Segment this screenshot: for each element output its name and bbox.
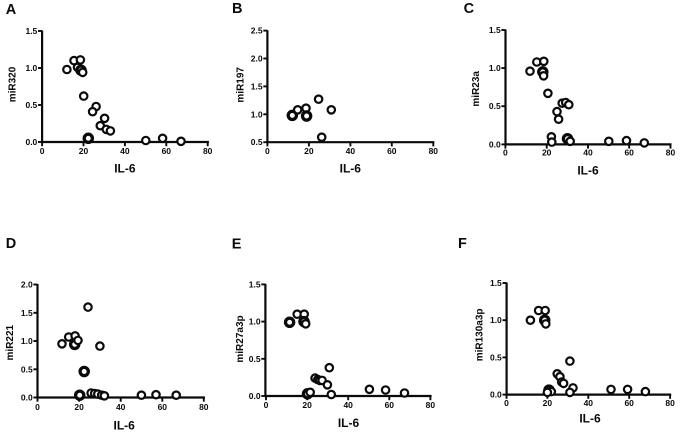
svg-text:miR23a: miR23a xyxy=(471,71,482,107)
svg-text:0: 0 xyxy=(35,402,40,412)
svg-text:2.5: 2.5 xyxy=(251,26,263,36)
svg-text:40: 40 xyxy=(116,402,126,412)
svg-text:0.0: 0.0 xyxy=(25,137,37,147)
svg-text:20: 20 xyxy=(304,146,314,156)
svg-text:1.5: 1.5 xyxy=(249,279,261,289)
svg-text:0: 0 xyxy=(40,146,45,156)
svg-text:2.0: 2.0 xyxy=(251,54,263,64)
svg-text:40: 40 xyxy=(583,148,593,158)
svg-text:1.5: 1.5 xyxy=(21,308,33,318)
svg-text:1.5: 1.5 xyxy=(489,25,501,35)
svg-text:0.5: 0.5 xyxy=(251,137,263,147)
svg-text:60: 60 xyxy=(624,148,634,158)
svg-text:0.5: 0.5 xyxy=(25,100,37,110)
svg-text:2.0: 2.0 xyxy=(21,280,33,290)
svg-text:20: 20 xyxy=(74,402,84,412)
svg-text:miR197: miR197 xyxy=(236,67,247,103)
svg-text:80: 80 xyxy=(203,146,213,156)
svg-text:0: 0 xyxy=(265,146,270,156)
svg-text:0.5: 0.5 xyxy=(249,354,261,364)
svg-text:80: 80 xyxy=(429,146,439,156)
svg-text:40: 40 xyxy=(346,146,356,156)
svg-text:40: 40 xyxy=(120,146,130,156)
svg-text:C: C xyxy=(464,1,475,17)
svg-text:B: B xyxy=(232,1,242,17)
svg-text:0: 0 xyxy=(504,398,509,408)
svg-text:0.0: 0.0 xyxy=(489,139,501,149)
svg-text:0.0: 0.0 xyxy=(21,393,33,403)
svg-text:0: 0 xyxy=(503,148,508,158)
svg-text:60: 60 xyxy=(387,146,397,156)
svg-text:1.0: 1.0 xyxy=(25,63,37,73)
svg-text:IL-6: IL-6 xyxy=(338,416,360,430)
svg-text:0.5: 0.5 xyxy=(489,101,501,111)
svg-text:miR130a3p: miR130a3p xyxy=(474,308,485,361)
svg-text:miR320: miR320 xyxy=(7,66,18,102)
svg-text:80: 80 xyxy=(426,400,436,410)
svg-text:60: 60 xyxy=(158,402,168,412)
svg-text:IL-6: IL-6 xyxy=(577,164,599,178)
svg-text:80: 80 xyxy=(199,402,209,412)
svg-text:40: 40 xyxy=(343,400,353,410)
svg-text:miR221: miR221 xyxy=(5,324,16,360)
svg-text:1.0: 1.0 xyxy=(21,336,33,346)
svg-text:IL-6: IL-6 xyxy=(114,161,136,175)
svg-text:40: 40 xyxy=(584,398,594,408)
svg-text:20: 20 xyxy=(542,148,552,158)
svg-text:0.0: 0.0 xyxy=(249,391,261,401)
svg-text:1.5: 1.5 xyxy=(490,278,502,288)
svg-text:F: F xyxy=(458,236,467,252)
svg-text:20: 20 xyxy=(302,400,312,410)
svg-text:D: D xyxy=(6,236,16,252)
svg-text:60: 60 xyxy=(385,400,395,410)
svg-text:1.5: 1.5 xyxy=(25,26,37,36)
svg-text:1.0: 1.0 xyxy=(490,315,502,325)
svg-text:0.5: 0.5 xyxy=(21,364,33,374)
svg-text:0: 0 xyxy=(264,400,269,410)
svg-text:60: 60 xyxy=(624,398,634,408)
svg-text:1.0: 1.0 xyxy=(489,63,501,73)
svg-text:IL-6: IL-6 xyxy=(340,162,362,176)
svg-text:0.5: 0.5 xyxy=(490,352,502,362)
svg-text:1.0: 1.0 xyxy=(251,109,263,119)
svg-text:20: 20 xyxy=(543,398,553,408)
svg-text:1.0: 1.0 xyxy=(249,317,261,327)
svg-text:0.0: 0.0 xyxy=(490,390,502,400)
svg-text:miR27a3p: miR27a3p xyxy=(235,315,246,362)
svg-text:IL-6: IL-6 xyxy=(114,419,136,433)
svg-text:20: 20 xyxy=(79,146,89,156)
svg-text:80: 80 xyxy=(665,398,675,408)
svg-text:60: 60 xyxy=(162,146,172,156)
svg-text:E: E xyxy=(232,237,242,253)
svg-text:IL-6: IL-6 xyxy=(579,411,601,425)
svg-text:1.5: 1.5 xyxy=(251,81,263,91)
svg-text:80: 80 xyxy=(666,148,676,158)
svg-text:A: A xyxy=(6,2,17,18)
